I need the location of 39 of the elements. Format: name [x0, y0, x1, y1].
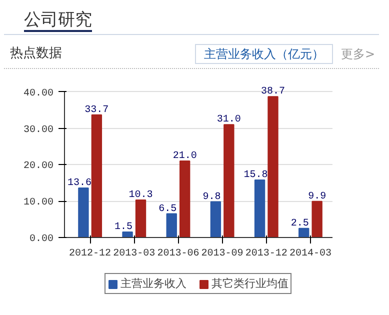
x-tick-label: 2013-09 [201, 248, 244, 260]
bar [78, 187, 89, 238]
x-tick-label: 2012-12 [69, 248, 112, 260]
x-tick-label: 2013-03 [113, 248, 156, 260]
y-tick-label: 0.00 [29, 234, 54, 245]
data-label: 1.5 [114, 222, 133, 233]
bar [135, 199, 146, 238]
data-label: 31.0 [216, 114, 241, 126]
bar [224, 124, 234, 238]
text: 更多> [340, 46, 375, 61]
bar [91, 114, 102, 238]
bar [254, 179, 266, 238]
bar [312, 200, 322, 238]
legend-label: 其它类行业均值 [212, 276, 288, 291]
bar [179, 160, 190, 238]
data-label: 15.8 [244, 170, 268, 181]
x-tick-label: 2013-12 [245, 248, 288, 260]
y-tick-label: 20.00 [23, 161, 54, 172]
x-tick-label: 2014-03 [289, 248, 332, 260]
y-tick-label: 10.00 [23, 198, 54, 209]
y-tick-label: 30.00 [23, 124, 54, 136]
bar [166, 213, 177, 238]
y-tick-label: 40.00 [23, 88, 54, 100]
data-label: 10.3 [128, 190, 153, 201]
bar [210, 201, 222, 238]
data-label: 13.6 [67, 178, 92, 189]
data-label: 2.5 [290, 218, 309, 230]
bar [268, 96, 278, 238]
data-label: 6.5 [158, 204, 177, 215]
chart-title: 公司研究 [24, 10, 92, 32]
legend-label: 主营业务收入 [120, 276, 186, 291]
data-label: 38.7 [260, 86, 286, 98]
data-label: 21.0 [172, 151, 197, 162]
data-label: 33.7 [84, 104, 109, 116]
text: 主营业务收入（亿元） [194, 44, 333, 64]
x-tick-label: 2013-06 [157, 248, 200, 260]
data-label: 9.9 [308, 191, 326, 202]
data-label: 9.8 [202, 192, 221, 203]
chart-subtitle: 热点数据 [10, 45, 62, 64]
